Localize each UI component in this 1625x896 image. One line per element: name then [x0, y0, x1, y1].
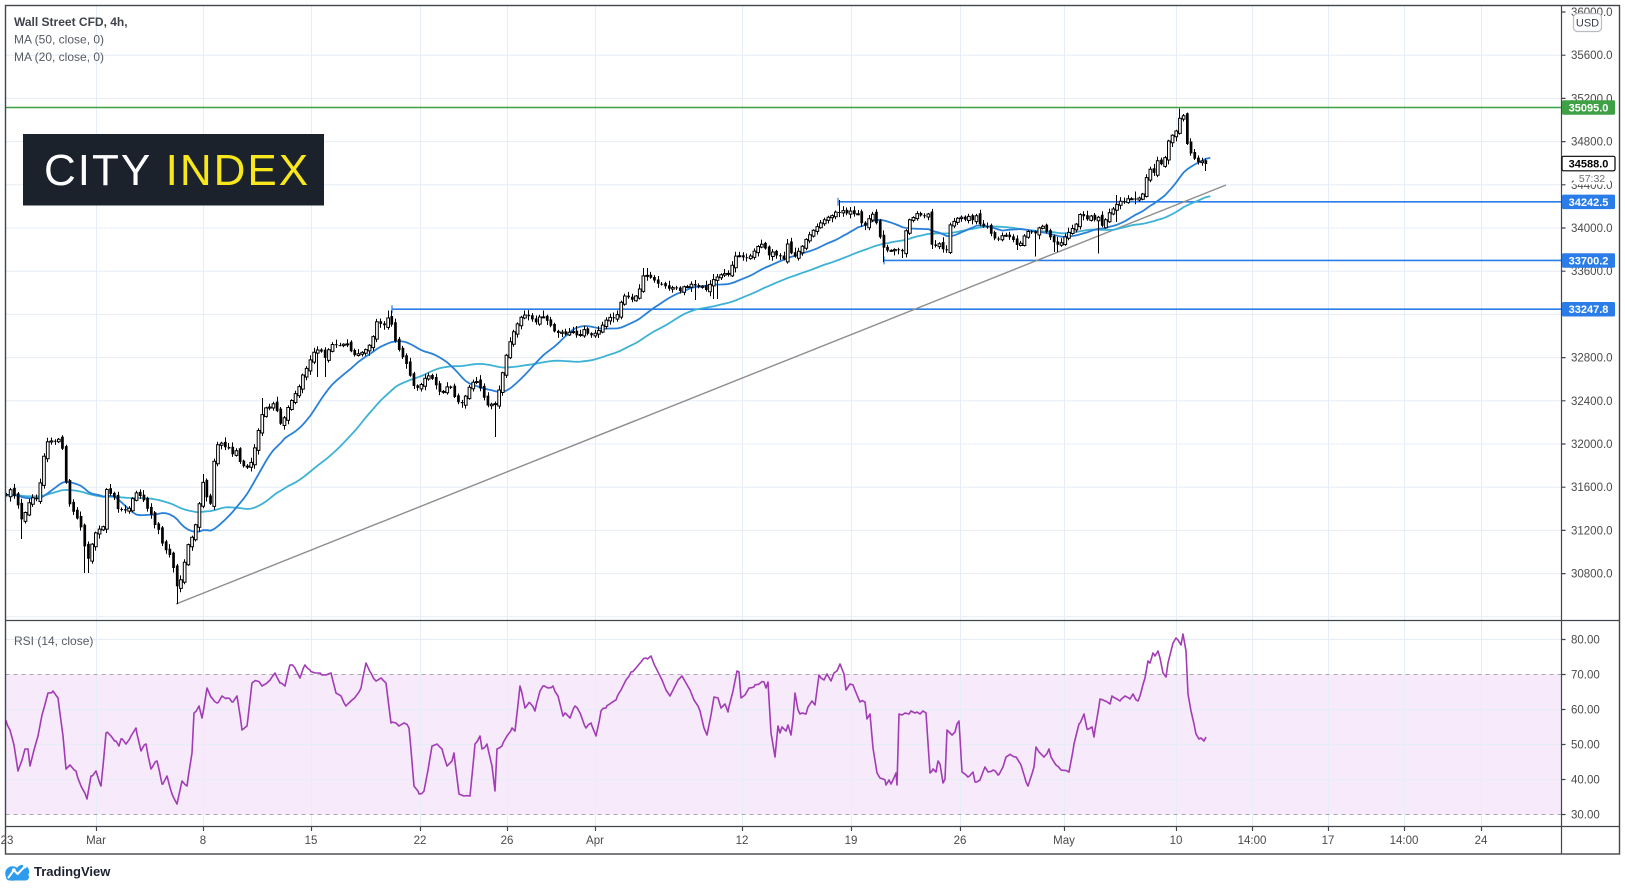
svg-text:Mar: Mar [86, 835, 106, 847]
svg-text:30.00: 30.00 [1571, 810, 1600, 822]
svg-text:35600.0: 35600.0 [1571, 50, 1613, 62]
svg-text:57:32: 57:32 [1579, 173, 1605, 185]
svg-text:TradingView: TradingView [34, 864, 111, 879]
svg-text:31600.0: 31600.0 [1571, 482, 1613, 494]
svg-text:RSI (14, close): RSI (14, close) [14, 634, 93, 648]
svg-text:32800.0: 32800.0 [1571, 353, 1613, 365]
svg-text:35095.0: 35095.0 [1569, 103, 1609, 115]
svg-text:34588.0: 34588.0 [1569, 159, 1609, 171]
svg-text:14:00: 14:00 [1390, 835, 1419, 847]
svg-text:31200.0: 31200.0 [1571, 525, 1613, 537]
svg-text:24: 24 [1475, 835, 1488, 847]
svg-text:22: 22 [414, 835, 427, 847]
svg-text:23: 23 [1, 835, 14, 847]
svg-text:33700.2: 33700.2 [1569, 255, 1609, 267]
svg-text:8: 8 [200, 835, 206, 847]
svg-text:60.00: 60.00 [1571, 705, 1600, 717]
svg-text:MA (50, close, 0): MA (50, close, 0) [14, 33, 104, 47]
svg-text:MA (20, close, 0): MA (20, close, 0) [14, 50, 104, 64]
svg-text:14:00: 14:00 [1238, 835, 1267, 847]
svg-text:40.00: 40.00 [1571, 775, 1600, 787]
svg-text:50.00: 50.00 [1571, 740, 1600, 752]
svg-text:May: May [1053, 835, 1075, 847]
svg-text:80.00: 80.00 [1571, 635, 1600, 647]
svg-text:34000.0: 34000.0 [1571, 223, 1613, 235]
svg-text:70.00: 70.00 [1571, 670, 1600, 682]
svg-text:26: 26 [954, 835, 967, 847]
svg-text:CITY INDEX: CITY INDEX [44, 146, 310, 195]
svg-text:33247.8: 33247.8 [1569, 304, 1609, 316]
svg-text:19: 19 [845, 835, 858, 847]
svg-text:15: 15 [305, 835, 318, 847]
svg-text:34242.5: 34242.5 [1569, 197, 1609, 209]
svg-text:33600.0: 33600.0 [1571, 266, 1613, 278]
svg-text:26: 26 [501, 835, 514, 847]
svg-text:Wall Street CFD, 4h,: Wall Street CFD, 4h, [14, 15, 128, 29]
svg-text:Apr: Apr [586, 835, 604, 847]
svg-text:10: 10 [1170, 835, 1183, 847]
svg-text:17: 17 [1322, 835, 1335, 847]
svg-text:30800.0: 30800.0 [1571, 569, 1613, 581]
svg-text:32400.0: 32400.0 [1571, 396, 1613, 408]
svg-text:12: 12 [736, 835, 749, 847]
svg-text:USD: USD [1576, 18, 1599, 30]
svg-text:34800.0: 34800.0 [1571, 137, 1613, 149]
svg-text:32000.0: 32000.0 [1571, 439, 1613, 451]
